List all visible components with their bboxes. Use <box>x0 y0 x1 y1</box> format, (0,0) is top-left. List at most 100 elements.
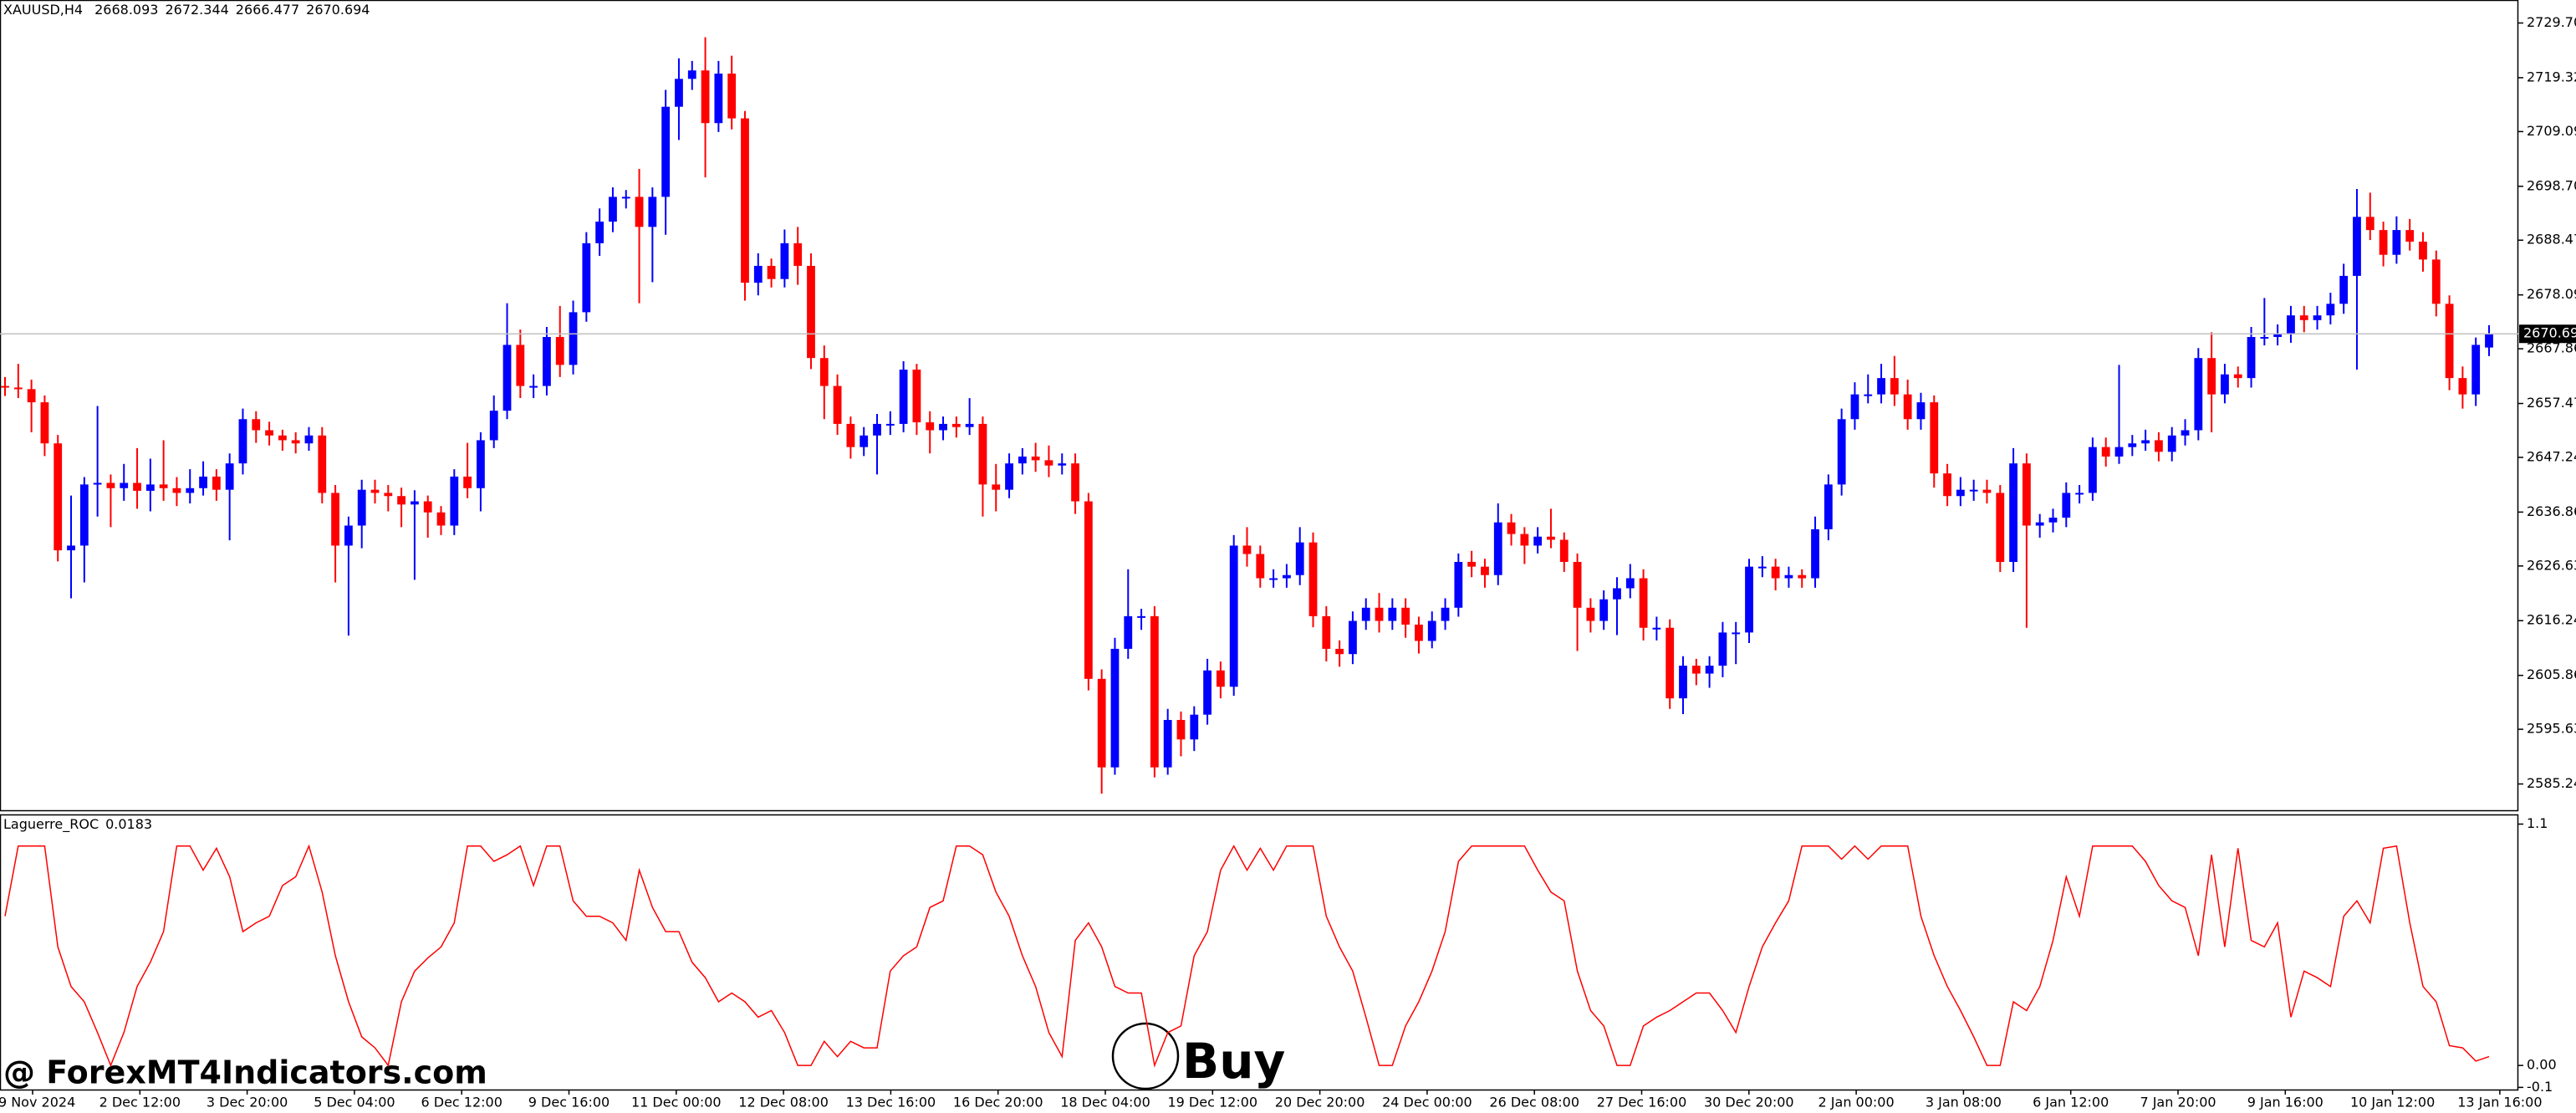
candle-body <box>1308 542 1318 616</box>
candle-body <box>2128 443 2137 447</box>
candle-body <box>899 370 908 424</box>
x-tick-label: 13 Dec 16:00 <box>846 1095 936 1110</box>
indicator-value: 0.0183 <box>105 816 152 832</box>
candle-body <box>450 476 459 526</box>
candle-body <box>120 482 129 488</box>
candle-body <box>278 435 287 441</box>
candle-body <box>2365 217 2375 231</box>
candle-body <box>978 423 987 485</box>
x-tick-label: 7 Jan 20:00 <box>2140 1095 2216 1110</box>
buy-annotation: Buy <box>1182 1033 1285 1090</box>
candle-body <box>370 489 380 493</box>
candle-body <box>885 423 895 426</box>
candle-body <box>569 312 578 365</box>
candle-body <box>1335 648 1344 655</box>
candle-body <box>543 336 551 386</box>
candle-body <box>2326 304 2335 316</box>
candle-body <box>2062 493 2071 518</box>
candle-body <box>951 423 961 427</box>
candle-body <box>463 476 472 488</box>
candle-body <box>2181 430 2190 436</box>
candle-body <box>1190 714 1199 740</box>
candle-body <box>873 423 881 436</box>
candle-body <box>172 488 181 493</box>
candle-body <box>410 501 419 505</box>
candle-body <box>1361 607 1370 621</box>
candle-body <box>1903 394 1912 420</box>
candle-body <box>1665 627 1675 699</box>
y-tick-label: 2667.860 <box>2527 340 2576 356</box>
candle-body <box>1956 489 1965 497</box>
candle-body <box>2299 315 2308 320</box>
candle-body <box>1242 545 1252 554</box>
candle-body <box>1639 578 1648 628</box>
candle-body <box>621 197 630 199</box>
x-tick-label: 9 Jan 16:00 <box>2247 1095 2324 1110</box>
candle-body <box>2141 440 2150 444</box>
candle-body <box>423 501 432 513</box>
x-tick-label: 13 Jan 16:00 <box>2457 1095 2542 1110</box>
y-tick-label: 2688.475 <box>2527 232 2576 248</box>
candle-body <box>1441 607 1450 621</box>
candle-body <box>2194 358 2203 431</box>
candle-body <box>819 358 829 386</box>
candle-body <box>582 243 591 313</box>
candle-body <box>40 402 49 444</box>
y-tick-label: 2729.705 <box>2527 14 2576 30</box>
candle-body <box>753 265 763 283</box>
watermark: @ ForexMT4Indicators.com <box>3 1054 487 1091</box>
candle-body <box>1256 554 1265 579</box>
candle-body <box>159 484 168 488</box>
x-tick-label: 11 Dec 00:00 <box>631 1095 722 1110</box>
candle-body <box>477 440 485 488</box>
candle-body <box>687 70 696 79</box>
candle-body <box>1124 615 1133 649</box>
x-tick-label: 29 Nov 2024 <box>0 1095 75 1110</box>
candle-body <box>133 482 141 491</box>
x-tick-label: 16 Dec 20:00 <box>953 1095 1043 1110</box>
candle-body <box>199 476 207 488</box>
header-close: 2670.694 <box>306 2 370 18</box>
candle-body <box>1322 615 1331 649</box>
candle-body <box>1084 501 1093 679</box>
candle-body <box>2089 447 2097 493</box>
candle-body <box>1 385 9 388</box>
candle-body <box>793 243 803 266</box>
candle-body <box>291 440 300 444</box>
candle-body <box>529 385 538 388</box>
candle-body <box>1229 545 1238 687</box>
candle-body <box>1811 528 1819 579</box>
candle-body <box>489 411 498 441</box>
candle-body <box>635 197 644 227</box>
candle-body <box>1745 566 1753 633</box>
candle-body <box>1890 378 1899 395</box>
candle-body <box>1295 542 1304 575</box>
candle-body <box>2233 374 2242 379</box>
candle-body <box>1018 456 1027 464</box>
candle-body <box>2075 493 2084 495</box>
header-open: 2668.093 <box>94 2 158 18</box>
y-tick-label: 2636.860 <box>2527 503 2576 519</box>
x-tick-label: 5 Dec 04:00 <box>314 1095 395 1110</box>
current-price-label: 2670.694 <box>2523 325 2576 341</box>
symbol: XAUUSD,H4 <box>3 2 83 18</box>
candle-body <box>1005 463 1013 490</box>
candle-body <box>1586 607 1595 621</box>
x-tick-label: 12 Dec 08:00 <box>738 1095 829 1110</box>
candle-body <box>265 430 273 436</box>
candle-body <box>1110 648 1120 768</box>
indicator-title: Laguerre_ROC 0.0183 <box>3 816 152 833</box>
y-tick-label: 2626.630 <box>2527 557 2576 573</box>
candle-body <box>67 545 75 551</box>
candle-body <box>939 423 947 431</box>
candle-body <box>238 419 247 464</box>
x-tick-label: 27 Dec 16:00 <box>1597 1095 1687 1110</box>
y-tick-label: 2678.090 <box>2527 286 2576 302</box>
x-tick-label: 6 Jan 12:00 <box>2033 1095 2109 1110</box>
candle-body <box>992 484 1001 490</box>
candle-body <box>2419 241 2427 260</box>
candle-body <box>516 345 525 386</box>
candle-body <box>2405 230 2415 242</box>
candle-body <box>252 419 261 431</box>
candle-body <box>331 493 339 546</box>
